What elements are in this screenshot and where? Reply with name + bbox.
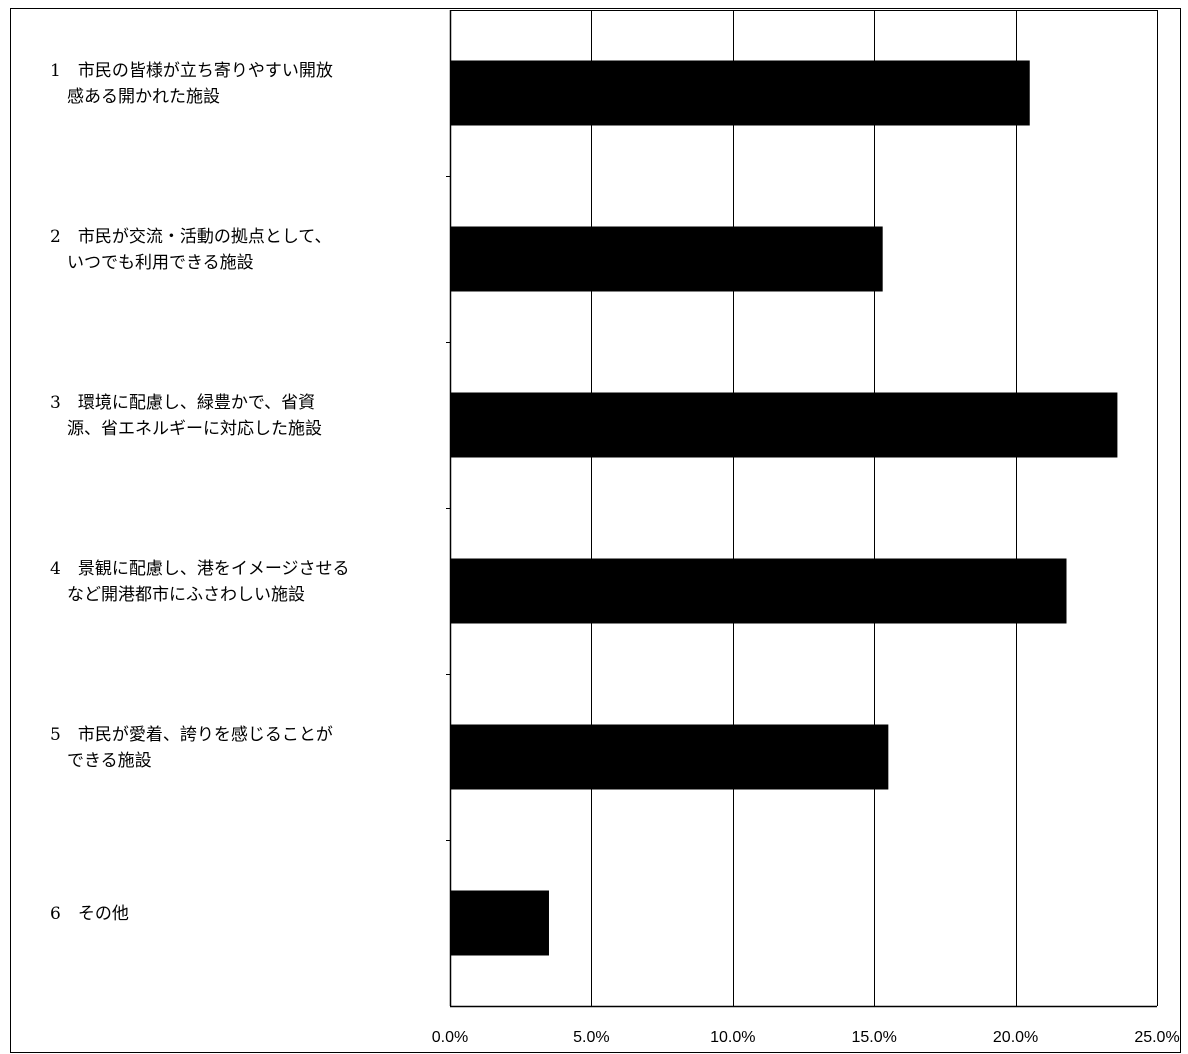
x-tick-label: 20.0%	[993, 1029, 1038, 1046]
bars	[450, 60, 1118, 956]
x-tick-label: 15.0%	[852, 1029, 897, 1046]
chart-border	[10, 8, 1181, 1053]
axes	[446, 10, 1157, 1008]
category-label: 源、省エネルギーに対応した施設	[50, 419, 322, 439]
category-label: 1 市民の皆様が立ち寄りやすい開放	[50, 61, 333, 81]
category-label: など開港都市にふさわしい施設	[50, 585, 305, 605]
category-label: 4 景観に配慮し、港をイメージさせる	[50, 559, 349, 579]
bar	[450, 226, 883, 292]
x-tick-label: 0.0%	[432, 1029, 468, 1046]
bar	[450, 890, 549, 956]
category-labels: 1 市民の皆様が立ち寄りやすい開放 感ある開かれた施設 2 市民が交流・活動の拠点…	[50, 61, 349, 924]
category-label: 2 市民が交流・活動の拠点として、	[50, 227, 331, 247]
category-label: 6 その他	[50, 904, 129, 924]
x-tick-label: 5.0%	[573, 1029, 609, 1046]
category-label: 3 環境に配慮し、緑豊かで、省資	[50, 393, 315, 413]
x-tick-labels: 0.0% 5.0% 10.0% 15.0% 20.0% 25.0%	[432, 1029, 1180, 1046]
x-tick-label: 10.0%	[710, 1029, 755, 1046]
category-label: できる施設	[50, 751, 152, 771]
category-label: 感ある開かれた施設	[50, 87, 220, 107]
bar	[450, 60, 1030, 126]
gridlines	[591, 10, 1158, 1006]
category-label: いつでも利用できる施設	[50, 253, 254, 273]
bar	[450, 724, 889, 790]
bar	[450, 558, 1067, 624]
category-label: 5 市民が愛着、誇りを感じることが	[50, 725, 333, 745]
bar	[450, 392, 1118, 458]
x-tick-label: 25.0%	[1134, 1029, 1179, 1046]
